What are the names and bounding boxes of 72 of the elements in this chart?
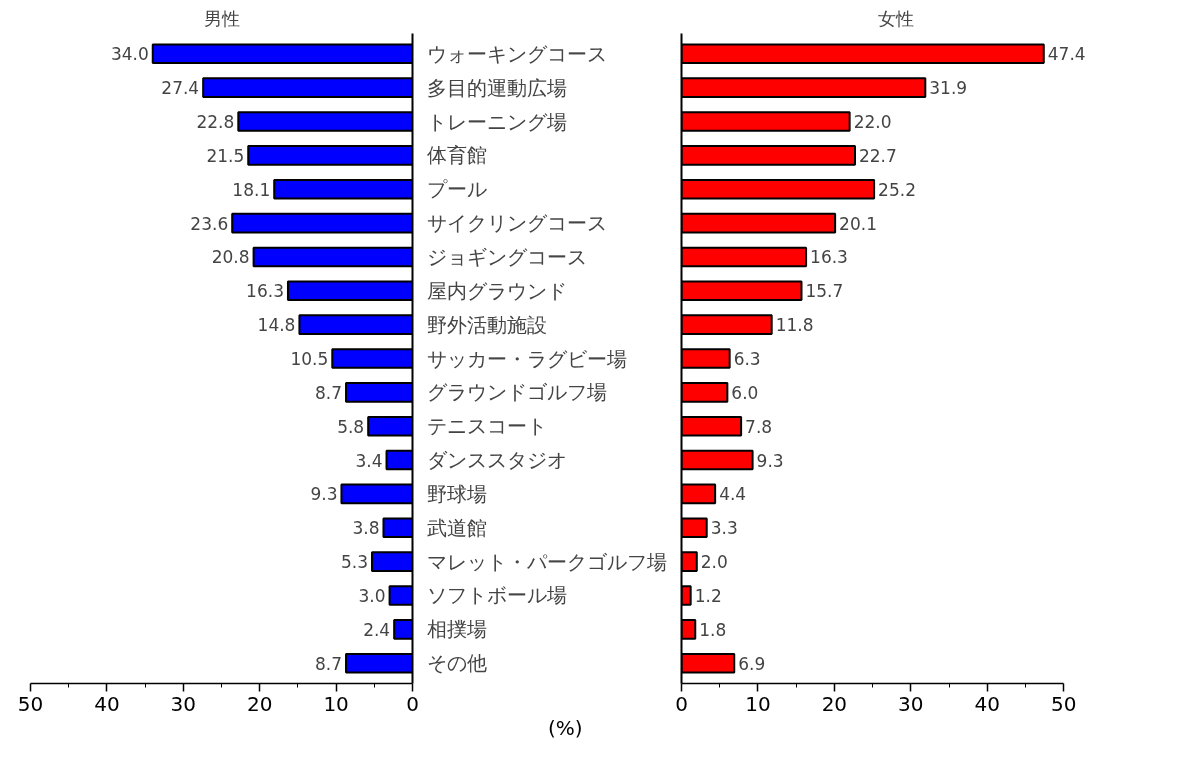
y-tick-label: マレット・パークゴルフ場 [426, 549, 667, 574]
y-tick-label: 体育館 [426, 143, 487, 168]
x-tick-label: 50 [1050, 691, 1077, 716]
data-label: 22.8 [196, 112, 235, 133]
y-tick-label: プール [426, 177, 487, 202]
data-label: 3.4 [355, 450, 383, 471]
data-label: 3.3 [710, 518, 738, 539]
data-label: 34.0 [110, 44, 149, 65]
x-tick-label: 30 [170, 691, 197, 716]
data-label: 9.3 [310, 484, 338, 505]
y-tick-label: サッカー・ラグビー場 [426, 346, 627, 371]
y-tick-label: 野外活動施設 [426, 312, 547, 337]
x-tick-label: 0 [675, 691, 688, 716]
y-tick-label: ジョギングコース [426, 244, 587, 269]
data-label: 22.0 [853, 112, 892, 133]
x-tick-label: 40 [94, 691, 120, 716]
data-label: 20.8 [211, 247, 250, 268]
data-label: 9.3 [756, 450, 784, 471]
y-tick-label: ウォーキングコース [426, 41, 607, 66]
y-tick-label: テニスコート [426, 414, 547, 439]
y-tick-label: 屋内グラウンド [426, 278, 567, 303]
x-tick-label: 10 [745, 691, 771, 716]
data-label: 8.7 [315, 653, 343, 674]
y-tick-label: サイクリングコース [426, 211, 607, 236]
data-label: 15.7 [805, 281, 844, 302]
chart-title: 女性 [877, 7, 914, 29]
data-label: 3.0 [358, 585, 386, 606]
data-label: 14.8 [257, 315, 296, 336]
y-tick-label: グラウンドゴルフ場 [426, 380, 607, 405]
data-label: 23.6 [190, 213, 229, 234]
y-tick-label: ダンススタジオ [426, 448, 567, 473]
x-tick-label: 20 [821, 691, 848, 716]
y-tick-label: ソフトボール場 [426, 583, 567, 608]
data-label: 5.3 [340, 552, 369, 573]
data-label: 22.7 [858, 145, 897, 166]
data-label: 1.2 [694, 585, 722, 606]
data-label: 6.3 [733, 349, 761, 369]
data-label: 6.0 [731, 382, 759, 403]
data-label: 1.8 [699, 619, 727, 640]
data-label: 2.4 [363, 619, 391, 640]
y-tick-label: 相撲場 [426, 617, 487, 642]
data-label: 16.3 [810, 247, 848, 268]
data-label: 18.1 [232, 179, 271, 200]
data-label: 27.4 [161, 78, 200, 99]
y-tick-label: その他 [426, 651, 487, 676]
data-label: 16.3 [246, 281, 284, 302]
x-tick-label: 10 [323, 691, 349, 716]
data-label: 31.9 [929, 78, 968, 99]
data-label: 10.5 [290, 349, 329, 369]
y-tick-label: 多目的運動広場 [426, 75, 567, 100]
data-label: 3.8 [352, 518, 380, 539]
x-tick-label: 0 [406, 691, 419, 716]
data-label: 20.1 [839, 213, 877, 234]
data-label: 11.8 [775, 315, 814, 336]
data-label: 25.2 [878, 179, 916, 200]
x-tick-label: 40 [974, 691, 1000, 716]
data-label: 8.7 [315, 382, 343, 403]
x-tick-label: 20 [246, 691, 273, 716]
x-tick-label: 30 [898, 691, 924, 716]
data-label: 2.0 [700, 552, 728, 573]
y-tick-label: トレーニング場 [426, 109, 567, 134]
chart-title: 男性 [203, 7, 240, 29]
data-label: 21.5 [206, 145, 245, 166]
data-label: 6.9 [738, 653, 766, 674]
x-axis-title: (%) [547, 715, 583, 740]
data-label: 47.4 [1047, 44, 1086, 65]
y-tick-label: 武道館 [426, 515, 487, 540]
data-label: 4.4 [719, 484, 747, 505]
x-tick-label: 50 [17, 691, 44, 716]
data-label: 7.8 [745, 416, 773, 437]
y-tick-label: 野球場 [426, 481, 487, 506]
data-label: 5.8 [337, 416, 365, 437]
